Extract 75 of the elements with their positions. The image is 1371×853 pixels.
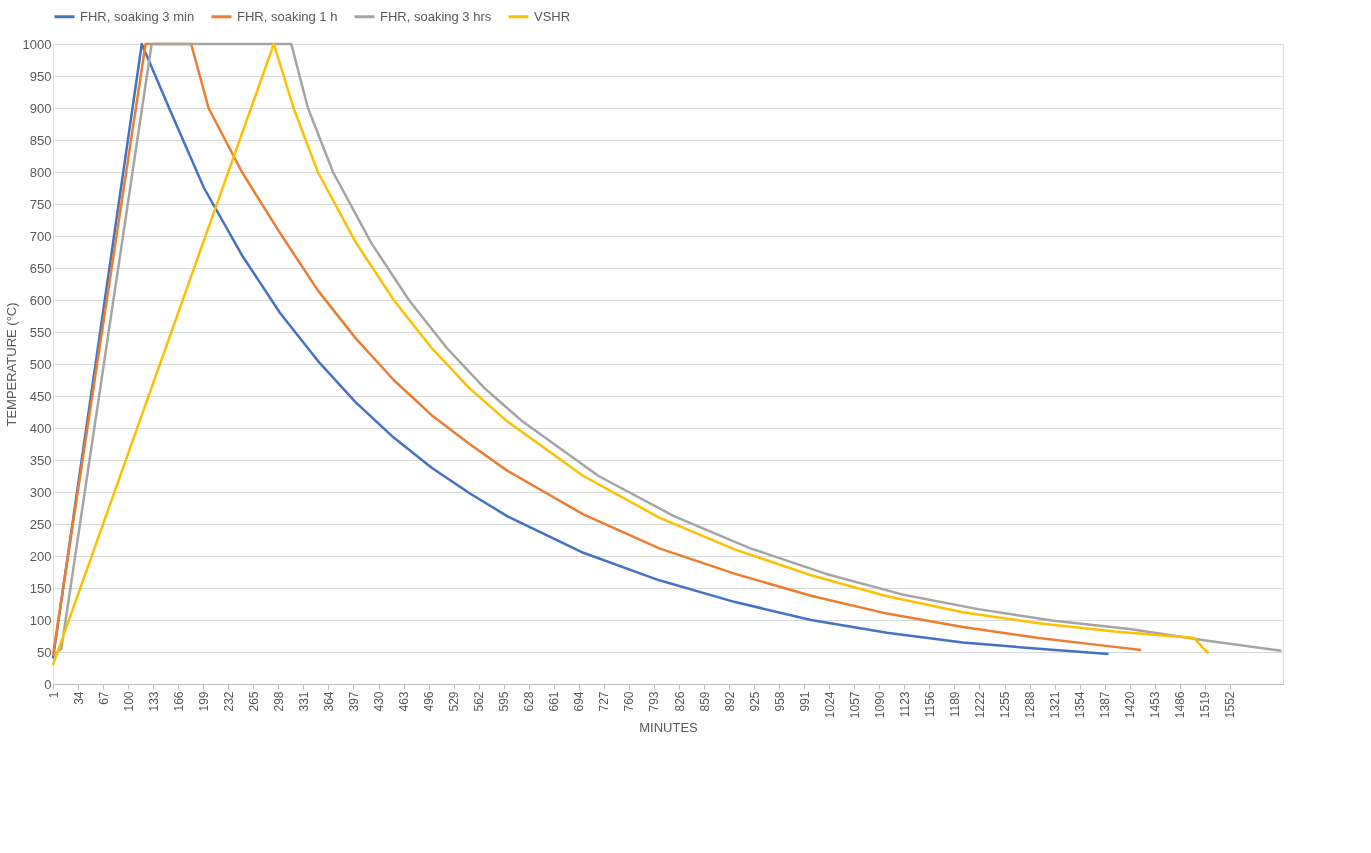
x-tick-label: 925: [747, 691, 762, 712]
x-tick-label: 133: [146, 691, 161, 712]
legend-label: FHR, soaking 3 hrs: [380, 8, 492, 24]
legend-label: FHR, soaking 1 h: [237, 8, 338, 24]
x-tick-label: 826: [672, 691, 687, 712]
x-tick-label: 1255: [998, 691, 1013, 719]
x-tick-label: 859: [697, 691, 712, 712]
x-tick-label: 1222: [972, 691, 987, 719]
x-tick-label: 991: [797, 691, 812, 712]
x-tick-label: 1486: [1173, 691, 1188, 719]
x-tick-label: 265: [246, 691, 261, 712]
y-tick-label: 200: [29, 548, 52, 564]
x-tick-label: 892: [722, 691, 737, 712]
legend-label: VSHR: [534, 8, 571, 24]
x-tick-label: 694: [572, 691, 587, 712]
y-tick-label: 450: [29, 388, 52, 404]
y-tick-label: 100: [29, 612, 52, 628]
x-tick-label: 1552: [1223, 691, 1238, 719]
x-tick-label: 166: [171, 691, 186, 712]
y-tick-label: 600: [29, 292, 52, 308]
x-tick-label: 529: [447, 691, 462, 712]
y-tick-label: 900: [29, 100, 52, 116]
y-tick-label: 850: [29, 132, 52, 148]
x-tick-label: 1387: [1098, 691, 1113, 719]
y-tick-label: 700: [29, 228, 52, 244]
x-tick-label: 1321: [1048, 691, 1063, 719]
x-tick-label: 1519: [1198, 691, 1213, 719]
y-axis-title: TEMPERATURE (°C): [3, 302, 19, 427]
x-tick-label: 331: [296, 691, 311, 712]
x-tick-label: 298: [271, 691, 286, 712]
x-tick-label: 67: [96, 691, 111, 705]
y-tick-label: 800: [29, 164, 52, 180]
x-tick-label: 661: [547, 691, 562, 712]
x-tick-label: 1420: [1123, 691, 1138, 719]
x-tick-label: 595: [497, 691, 512, 712]
x-tick-label: 463: [397, 691, 412, 712]
y-tick-label: 350: [29, 452, 52, 468]
y-tick-label: 250: [29, 516, 52, 532]
x-tick-label: 397: [346, 691, 361, 712]
x-tick-label: 364: [321, 691, 336, 712]
x-tick-label: 1090: [872, 691, 887, 719]
x-tick-label: 1189: [947, 691, 962, 718]
x-tick-label: 958: [772, 691, 787, 712]
x-tick-label: 34: [71, 691, 86, 705]
y-tick-label: 0: [44, 676, 52, 692]
x-tick-label: 1123: [897, 691, 912, 718]
y-tick-label: 400: [29, 420, 52, 436]
x-tick-label: 232: [221, 691, 236, 712]
x-tick-label: 1057: [847, 691, 862, 719]
x-tick-label: 1453: [1148, 691, 1163, 719]
x-tick-label: 760: [622, 691, 637, 712]
x-tick-label: 727: [597, 691, 612, 712]
y-tick-label: 500: [29, 356, 52, 372]
x-tick-label: 562: [472, 691, 487, 712]
x-axis-title: MINUTES: [639, 720, 699, 736]
x-tick-label: 1354: [1073, 691, 1088, 719]
x-tick-label: 496: [422, 691, 437, 712]
x-tick-label: 793: [647, 691, 662, 712]
y-tick-label: 1000: [22, 36, 52, 52]
x-tick-label: 430: [372, 691, 387, 712]
x-tick-label: 100: [121, 691, 136, 712]
x-tick-label: 628: [522, 691, 537, 712]
y-tick-label: 150: [29, 580, 52, 596]
x-tick-label: 1: [46, 691, 61, 699]
y-tick-label: 550: [29, 324, 52, 340]
y-tick-label: 300: [29, 484, 52, 500]
y-tick-label: 750: [29, 196, 52, 212]
y-tick-label: 650: [29, 260, 52, 276]
x-tick-label: 1156: [922, 691, 937, 718]
x-tick-label: 199: [196, 691, 211, 712]
y-tick-label: 50: [37, 644, 52, 660]
legend-label: FHR, soaking 3 min: [80, 8, 195, 24]
y-tick-label: 950: [29, 68, 52, 84]
x-tick-label: 1024: [822, 691, 837, 719]
x-tick-label: 1288: [1023, 691, 1038, 719]
